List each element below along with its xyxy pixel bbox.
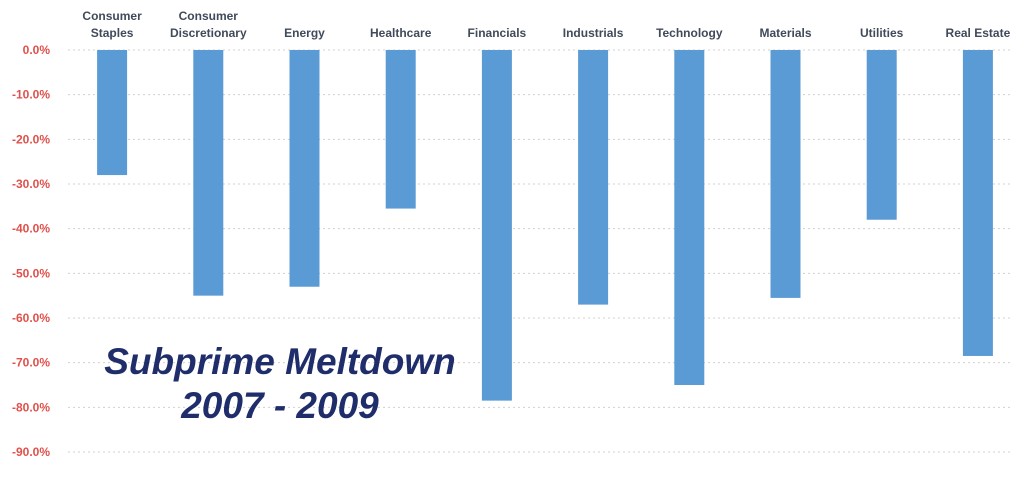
category-label: Financials <box>468 26 527 40</box>
category-label: Real Estate <box>946 26 1011 40</box>
bar <box>385 50 416 209</box>
category-label: Energy <box>284 26 325 40</box>
category-label: Consumer Staples <box>82 9 142 40</box>
category-label: Healthcare <box>370 26 432 40</box>
y-tick-label: -20.0% <box>12 132 50 146</box>
bar <box>962 50 993 356</box>
bar <box>578 50 609 305</box>
category-label: Technology <box>656 26 723 40</box>
bar <box>481 50 512 401</box>
y-tick-label: -40.0% <box>12 222 50 236</box>
y-tick-label: -70.0% <box>12 356 50 370</box>
chart-title: Subprime Meltdown 2007 - 2009 <box>60 340 500 428</box>
y-tick-label: 0.0% <box>23 43 51 57</box>
bar <box>770 50 801 298</box>
bar <box>193 50 224 296</box>
y-tick-label: -10.0% <box>12 88 50 102</box>
bar <box>97 50 128 176</box>
category-label: Industrials <box>563 26 624 40</box>
y-tick-label: -50.0% <box>12 266 50 280</box>
category-label: Consumer Discretionary <box>170 9 247 40</box>
y-tick-label: -60.0% <box>12 311 50 325</box>
chart-title-line-1: Subprime Meltdown <box>104 341 456 382</box>
y-tick-label: -90.0% <box>12 445 50 459</box>
category-label: Utilities <box>860 26 904 40</box>
chart-title-line-2: 2007 - 2009 <box>181 385 379 426</box>
y-tick-label: -80.0% <box>12 400 50 414</box>
category-label: Materials <box>759 26 811 40</box>
bar <box>289 50 320 287</box>
y-tick-label: -30.0% <box>12 177 50 191</box>
bar <box>866 50 897 220</box>
bar <box>674 50 705 385</box>
